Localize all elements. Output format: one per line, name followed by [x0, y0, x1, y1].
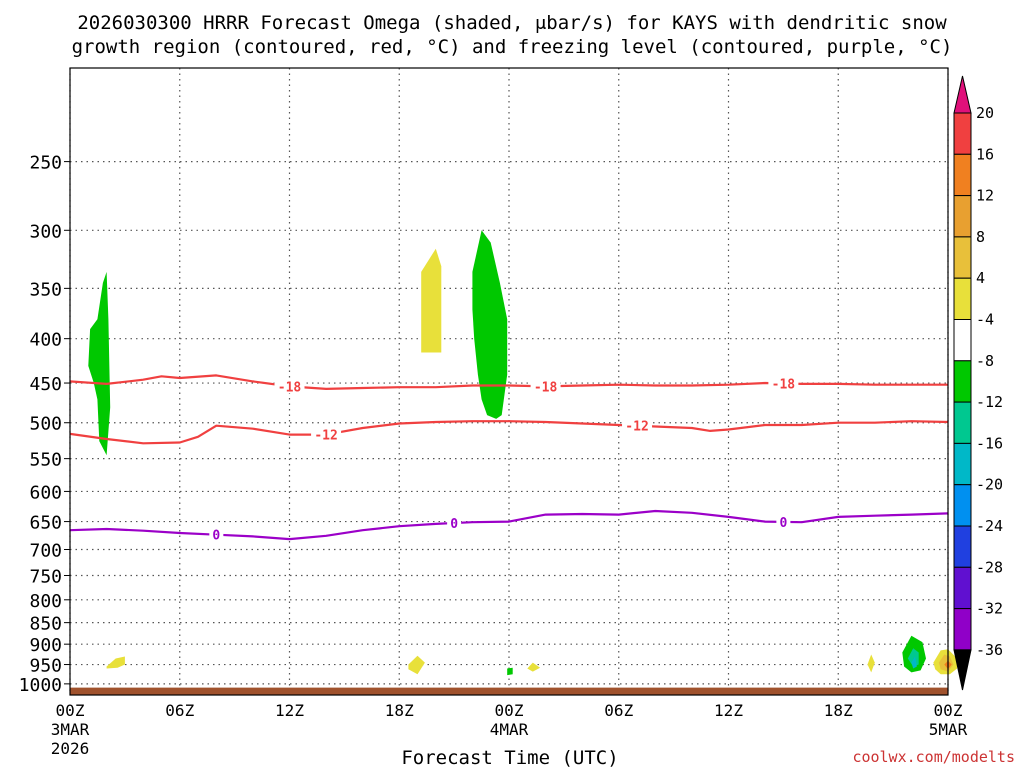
x-tick-label: 00Z	[934, 701, 963, 720]
y-tick-label: 850	[29, 614, 62, 635]
colorbar-segment	[953, 236, 972, 279]
colorbar-label: -28	[976, 558, 1003, 576]
grid-lines	[69, 68, 949, 695]
colorbar-label: 4	[976, 269, 985, 287]
colorbar-segment	[953, 442, 972, 486]
y-tick-label: 250	[29, 153, 62, 174]
colorbar-label: -4	[976, 311, 994, 329]
isotherm-label-bg	[311, 427, 342, 442]
terrain-band	[70, 687, 948, 695]
chart-title-line-1: 2026030300 HRRR Forecast Omega (shaded, …	[77, 12, 947, 34]
colorbar-segment	[953, 195, 972, 238]
x-tick-date: 5MAR	[929, 720, 968, 739]
x-tick-date: 4MAR	[490, 720, 529, 739]
terrain-fill	[70, 687, 948, 695]
colorbar-label: 8	[976, 228, 985, 246]
omega-region	[911, 656, 917, 669]
colorbar-label: -24	[976, 517, 1003, 535]
x-tick-label: 06Z	[165, 701, 194, 720]
y-tick-label: 400	[29, 330, 62, 351]
y-tick-label: 500	[29, 414, 62, 435]
colorbar-segment	[953, 360, 972, 403]
omega-region	[472, 230, 508, 419]
y-tick-label: 650	[29, 513, 62, 534]
y-tick-label: 700	[29, 540, 62, 561]
omega-colorbar: 20 16 12 8 4 -4 -8 -12 -16 -20 -24 -28 -32 -36	[953, 75, 1003, 691]
isotherm-label: 0	[212, 529, 220, 544]
x-axis-label: Forecast Time (UTC)	[401, 747, 618, 768]
isotherm-label: -18	[534, 380, 558, 395]
y-tick-label: 1000	[19, 675, 62, 696]
colorbar-segment	[953, 525, 972, 568]
isotherm-label-bg	[447, 516, 462, 531]
y-tick-label: 550	[29, 450, 62, 471]
omega-region	[88, 271, 111, 456]
colorbar-label: -20	[976, 476, 1003, 494]
colorbar-label: -32	[976, 600, 1003, 618]
isotherm-label: -18	[772, 377, 796, 392]
chart-title-line-2: growth region (contoured, red, °C) and f…	[72, 36, 953, 58]
isotherm-label: -12	[625, 420, 648, 435]
omega-region	[408, 655, 425, 675]
x-tick-label: 00Z	[56, 701, 85, 720]
colorbar-segment	[953, 608, 972, 651]
omega-region	[527, 662, 541, 672]
omega-shaded-regions	[88, 230, 963, 676]
isotherm-label-bg	[530, 379, 561, 394]
y-tick-label: 750	[29, 566, 62, 587]
x-tick-year: 2026	[51, 739, 90, 758]
isotherm-label: 0	[450, 517, 458, 532]
colorbar-segment	[953, 566, 972, 610]
isotherm-label-bg	[209, 527, 224, 542]
colorbar-label: -8	[976, 352, 994, 370]
colorbar-label: 20	[976, 104, 994, 122]
x-tick-label: 12Z	[714, 701, 743, 720]
y-tick-label: 950	[29, 656, 62, 677]
y-tick-label: 600	[29, 482, 62, 503]
y-tick-label: 300	[29, 221, 62, 242]
colorbar-segment	[953, 484, 972, 527]
isotherm-labels: -18 -18 -18 -12 -12 0 0 0	[209, 376, 799, 544]
colorbar-label: -12	[976, 393, 1003, 411]
colorbar-label: -36	[976, 641, 1003, 659]
x-tick-date: 3MAR	[51, 720, 90, 739]
colorbar-bottom-arrow	[953, 649, 972, 691]
isotherm-label-bg	[768, 376, 799, 391]
colorbar-segment	[953, 112, 972, 155]
y-axis-ticks: 2503003504004505005506006507007508008509…	[19, 153, 70, 696]
isotherm-label-bg	[776, 514, 791, 529]
isotherm-label: -12	[314, 429, 337, 444]
colorbar-label: 16	[976, 145, 994, 163]
isotherm-label: 0	[779, 516, 787, 531]
x-tick-label: 00Z	[495, 701, 524, 720]
omega-region	[507, 667, 513, 676]
y-tick-label: 900	[29, 635, 62, 656]
source-credit: coolwx.com/modelts	[852, 748, 1015, 766]
colorbar-segment	[953, 277, 972, 321]
colorbar-segment	[953, 153, 972, 197]
colorbar-label: 12	[976, 187, 994, 205]
isotherm-label-bg	[622, 418, 653, 433]
colorbar-label: -16	[976, 434, 1003, 452]
x-tick-label: 18Z	[385, 701, 414, 720]
colorbar-segment	[953, 401, 972, 444]
y-tick-label: 350	[29, 279, 62, 300]
plot-frame	[69, 67, 949, 696]
y-tick-label: 800	[29, 591, 62, 612]
colorbar-top-arrow	[953, 75, 972, 114]
x-tick-label: 12Z	[275, 701, 304, 720]
x-tick-label: 06Z	[604, 701, 633, 720]
isotherm-label: -18	[278, 380, 302, 395]
omega-region	[106, 656, 125, 669]
y-tick-label: 450	[29, 374, 62, 395]
isotherm-label-bg	[274, 379, 305, 394]
omega-region	[421, 248, 442, 353]
omega-region	[867, 654, 875, 673]
x-tick-label: 18Z	[824, 701, 853, 720]
isotherm-line	[69, 420, 949, 445]
colorbar-segment	[953, 319, 972, 362]
